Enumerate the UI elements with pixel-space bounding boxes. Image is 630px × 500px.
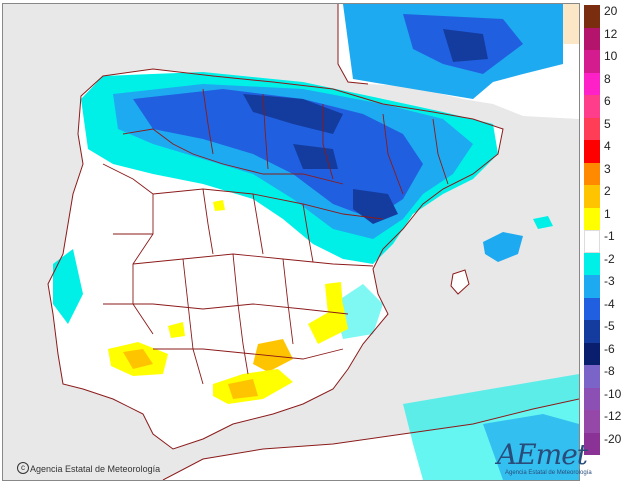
legend-swatch <box>584 432 600 455</box>
anomaly-darkblue-france <box>443 29 488 62</box>
mallorca <box>483 232 523 262</box>
legend-label: -12 <box>604 409 622 423</box>
legend-label: -4 <box>604 296 615 311</box>
legend-label: 20 <box>604 4 618 18</box>
legend-label: -2 <box>604 251 615 266</box>
legend-label: -3 <box>604 274 615 288</box>
anomaly-darkblue-cantabria <box>243 94 343 134</box>
legend-swatch <box>584 387 600 410</box>
anomaly-yellow-sierra <box>168 322 185 338</box>
legend-label: -20 <box>604 431 622 446</box>
legend-swatch <box>584 5 600 28</box>
legend-swatch <box>584 365 600 388</box>
legend-label: -10 <box>604 386 622 401</box>
legend-label: -6 <box>604 341 615 356</box>
legend-swatch <box>584 117 600 140</box>
anomaly-cyan-portugal <box>53 249 83 324</box>
legend-label: 8 <box>604 71 611 86</box>
anomaly-amber-guadalquivir-west <box>123 349 153 369</box>
anomaly-amber-malaga <box>228 379 258 399</box>
anomaly-blue-north <box>133 89 423 219</box>
legend-label: 10 <box>604 49 618 63</box>
map-panel <box>2 3 580 481</box>
anomaly-yellow-centro <box>213 200 225 211</box>
legend-swatch <box>584 275 600 298</box>
legend-label: -1 <box>604 229 615 243</box>
legend-label: 5 <box>604 116 611 131</box>
aemet-logo-subtitle: Agencia Estatal de Meteorología <box>505 470 592 476</box>
legend-swatch <box>584 185 600 208</box>
anomaly-yellow-albacete <box>325 282 343 314</box>
coastline <box>47 68 504 450</box>
anomaly-darkblue-aragon <box>353 189 398 224</box>
copyright-icon: c <box>17 462 29 474</box>
legend-swatch <box>584 162 600 185</box>
anomaly-amber-granada <box>253 339 293 372</box>
legend-swatch <box>584 342 600 365</box>
france-coast <box>337 4 369 85</box>
legend-swatch <box>584 95 600 118</box>
legend-swatch <box>584 410 600 433</box>
legend-label: 6 <box>604 94 611 108</box>
legend-swatch <box>584 230 600 253</box>
legend-swatch <box>584 252 600 275</box>
legend-swatch <box>584 72 600 95</box>
anomaly-yellow-murcia <box>308 304 348 344</box>
legend-swatch <box>584 297 600 320</box>
legend-label: -5 <box>604 319 615 333</box>
legend-swatch <box>584 27 600 50</box>
legend-label: 4 <box>604 139 611 153</box>
legend-label: 1 <box>604 206 611 221</box>
menorca <box>533 216 553 229</box>
ibiza <box>450 269 470 295</box>
legend-label: -8 <box>604 364 615 378</box>
legend-label: 3 <box>604 161 611 176</box>
aemet-logo: AEmet <box>497 438 588 471</box>
temperature-anomaly-map <box>3 4 579 480</box>
legend-label: 2 <box>604 184 611 198</box>
legend-label: 12 <box>604 26 618 41</box>
legend-swatch <box>584 50 600 73</box>
legend-swatch <box>584 320 600 343</box>
africa-coast <box>162 398 579 480</box>
province-borders <box>102 88 449 385</box>
color-legend: 20 12 10 8 6 5 4 3 2 1 -1 -2 -3 -4 -5 -6 -8 -10 -12 -20 <box>582 5 630 485</box>
legend-swatch <box>584 207 600 230</box>
anomaly-lightblue-africa <box>483 414 579 480</box>
credit-text: Agencia Estatal de Meteorología <box>30 464 161 474</box>
legend-swatch <box>584 140 600 163</box>
anomaly-darkblue-iberico <box>293 144 338 169</box>
